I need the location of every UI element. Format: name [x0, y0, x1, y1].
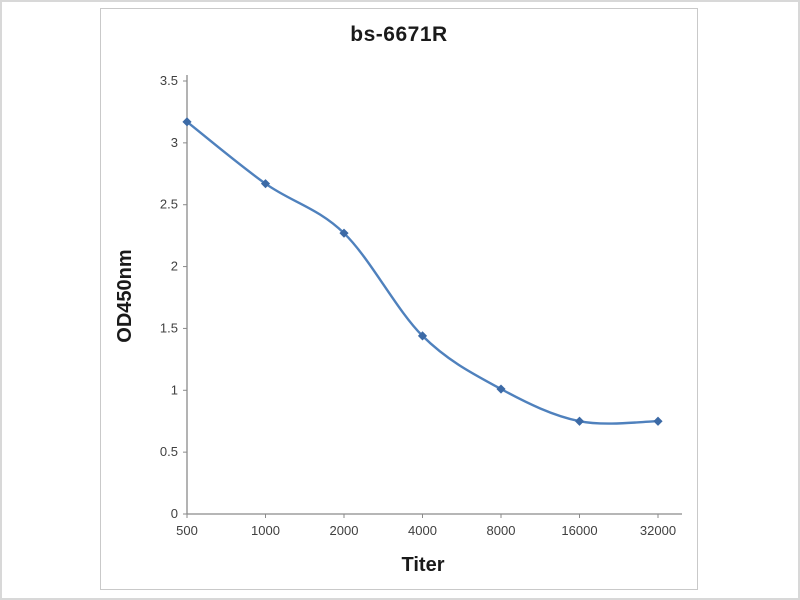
- svg-text:16000: 16000: [561, 523, 597, 538]
- svg-text:32000: 32000: [640, 523, 676, 538]
- svg-text:1.5: 1.5: [160, 320, 178, 335]
- chart-panel: bs-6671R OD450nm 0 0.5 1 1.5 2 2.5 3 3.5 500 1000…: [100, 8, 698, 590]
- line-chart: 0 0.5 1 1.5 2 2.5 3 3.5 500 1000 2000 4000 8000 16000…: [160, 73, 682, 538]
- svg-text:1: 1: [171, 382, 178, 397]
- svg-text:2000: 2000: [330, 523, 359, 538]
- svg-text:500: 500: [176, 523, 198, 538]
- svg-text:0: 0: [171, 506, 178, 521]
- svg-text:3.5: 3.5: [160, 73, 178, 88]
- svg-text:4000: 4000: [408, 523, 437, 538]
- svg-text:1000: 1000: [251, 523, 280, 538]
- svg-text:8000: 8000: [487, 523, 516, 538]
- svg-text:3: 3: [171, 135, 178, 150]
- x-axis-label: Titer: [401, 554, 445, 576]
- svg-text:2: 2: [171, 259, 178, 274]
- svg-text:0.5: 0.5: [160, 444, 178, 459]
- svg-text:2.5: 2.5: [160, 197, 178, 212]
- chart-title: bs-6671R: [350, 23, 448, 46]
